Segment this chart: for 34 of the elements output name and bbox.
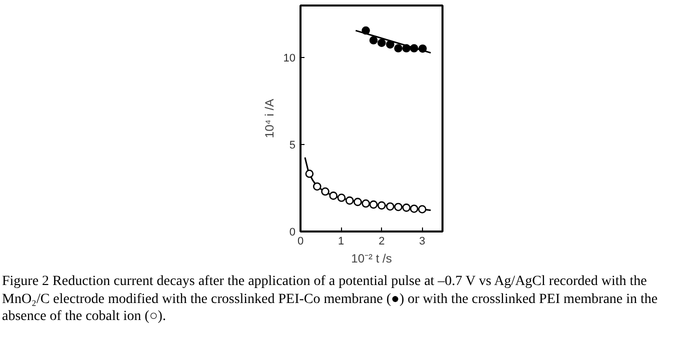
point [394, 202, 402, 212]
point [377, 38, 386, 48]
y-axis-title: 10⁴ i /A [262, 98, 276, 138]
point [418, 44, 427, 53]
point [369, 200, 378, 209]
point [312, 182, 322, 191]
y-tick-label: 0 [289, 226, 296, 238]
point [354, 198, 362, 206]
point [386, 40, 394, 49]
x-tick-label: 0 [297, 236, 304, 248]
point [394, 44, 402, 52]
point [362, 26, 370, 35]
y-tick-label: 10 [283, 52, 296, 65]
y-tick-label: 5 [289, 140, 296, 152]
point [402, 44, 411, 52]
point [337, 194, 346, 202]
caption: Figure 2 Reduction current decays after the application of a potential pulse at –0.7 V vs Ag/AgCl recorded with the MnO₂/C electrode modified with the crosslinked PEI-Co membrane (●) or with the crosslinked PEI membrane in the absence of the cobalt ion (○). [2, 273, 659, 326]
x-axis-title: 10⁻² t /s [351, 252, 392, 266]
x-tick-label: 3 [419, 236, 426, 248]
x-tick-label: 2 [378, 236, 385, 248]
point [362, 199, 370, 208]
point [410, 204, 418, 213]
point [321, 187, 330, 196]
x-tick-label: 1 [338, 236, 344, 248]
line-series [304, 156, 432, 212]
point [377, 201, 386, 210]
point [329, 192, 338, 200]
point [402, 204, 411, 212]
point [345, 196, 354, 205]
point [410, 44, 418, 52]
point [386, 202, 394, 211]
point [418, 205, 426, 214]
point [369, 36, 378, 44]
point [305, 170, 314, 178]
